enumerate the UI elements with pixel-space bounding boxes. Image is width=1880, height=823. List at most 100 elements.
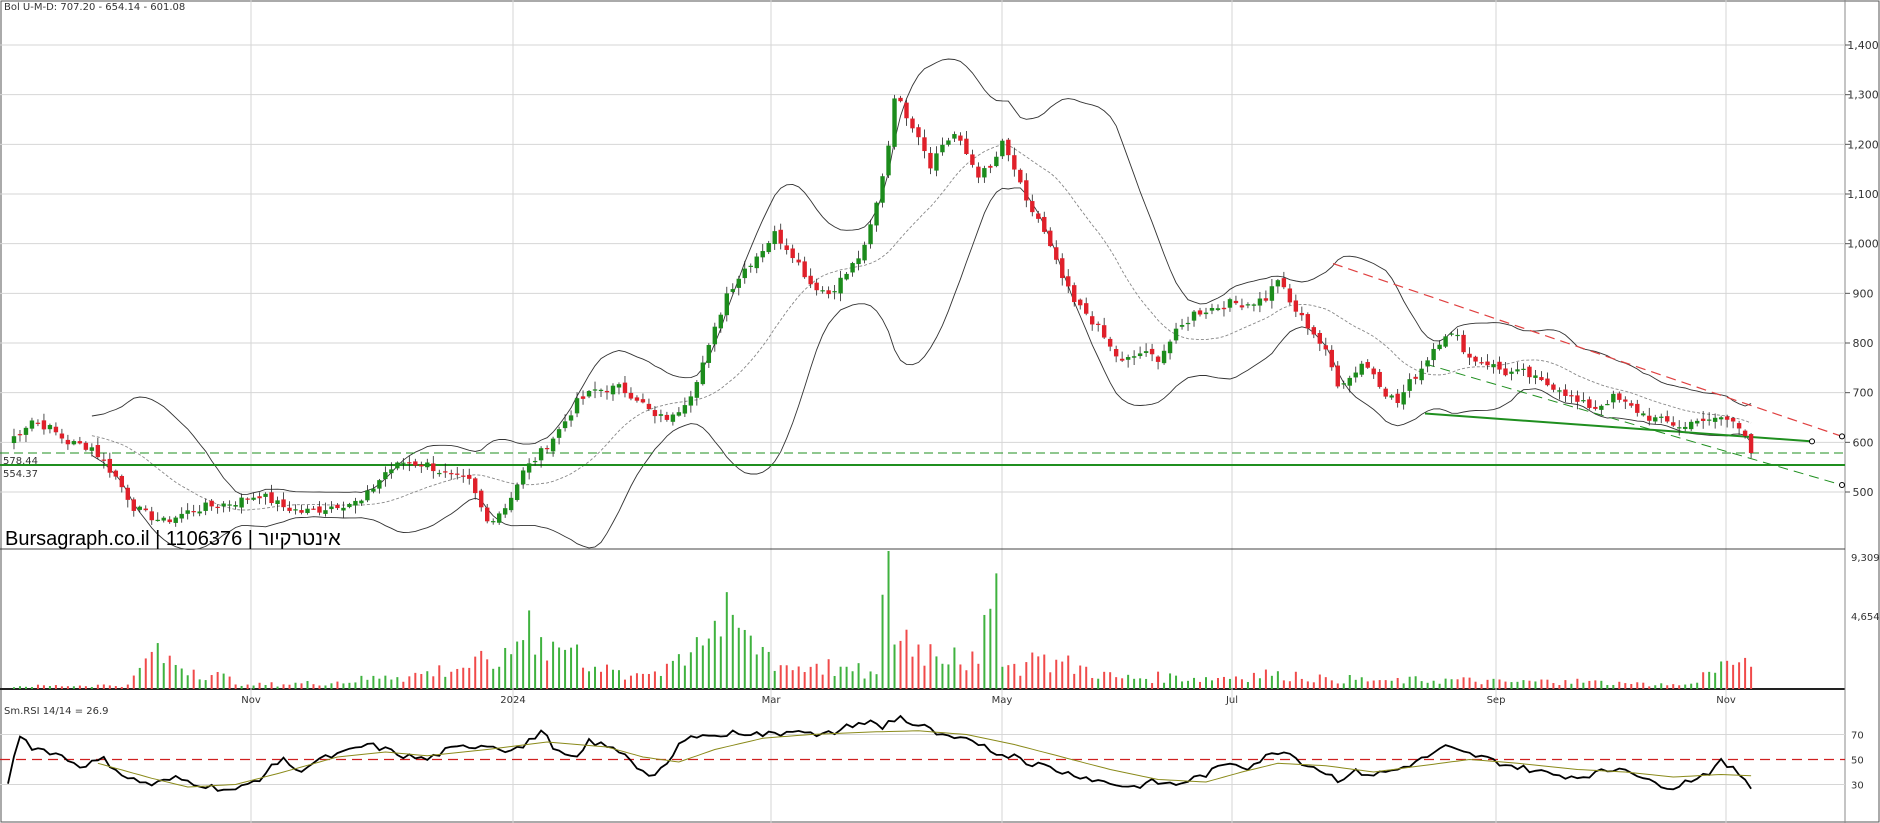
volume-bar <box>1193 677 1196 689</box>
volume-bar <box>1109 672 1112 689</box>
volume-bar <box>1288 681 1291 689</box>
rsi-moving-average <box>97 730 1752 788</box>
volume-bar <box>240 685 243 689</box>
volume-bar <box>120 686 123 689</box>
candle-up <box>946 140 951 145</box>
volume-bar <box>1300 678 1303 689</box>
candle-up <box>874 202 879 226</box>
candle-down <box>544 448 550 450</box>
candle-up <box>1683 426 1688 429</box>
candle-up <box>263 493 268 497</box>
x-axis-label: Mar <box>762 695 782 706</box>
candle-down <box>1587 399 1592 408</box>
bollinger-bands <box>91 58 1752 550</box>
volume-bar <box>1630 683 1633 689</box>
candle-up <box>1359 363 1364 375</box>
volume-bar <box>1013 663 1016 689</box>
candle-up <box>952 134 957 139</box>
x-axis-label: 2024 <box>500 695 525 706</box>
volume-bar <box>42 685 45 689</box>
volume-bar <box>474 656 477 689</box>
candle-up <box>47 425 53 430</box>
volume-bar <box>785 665 788 689</box>
bollinger-middle <box>91 144 1752 511</box>
candle-up <box>1557 390 1562 392</box>
candle-down <box>131 499 136 511</box>
candle-up <box>1215 308 1221 311</box>
volume-bar <box>1744 657 1747 689</box>
volume-bar <box>1342 683 1345 689</box>
volume-bar <box>1468 677 1471 689</box>
candle-down <box>1736 423 1742 429</box>
candle-down <box>988 165 993 168</box>
candle-up <box>1269 286 1275 301</box>
candle-down <box>1006 139 1011 156</box>
volume-bar <box>935 656 938 689</box>
candle-up <box>1521 368 1526 370</box>
volume-bar <box>348 682 351 689</box>
volume-bar <box>791 670 794 689</box>
volume-bar <box>827 659 830 689</box>
candle-down <box>910 118 915 129</box>
candle-up <box>1712 417 1718 422</box>
volume-bar <box>1552 683 1555 689</box>
candle-up <box>293 509 298 511</box>
candle-down <box>1323 345 1328 350</box>
volume-bar <box>1145 678 1148 689</box>
volume-bar <box>1181 681 1184 689</box>
volume-bar <box>1354 679 1357 689</box>
candle-up <box>1137 353 1143 357</box>
volume-bar <box>84 686 87 689</box>
volume-bar <box>510 654 513 689</box>
candle-down <box>646 403 652 410</box>
candle-up <box>706 345 712 363</box>
volume-bar <box>731 614 734 689</box>
volume-bar <box>216 672 219 689</box>
candle-up <box>1203 312 1209 315</box>
volume-bar <box>276 686 279 689</box>
candle-up <box>724 293 729 316</box>
volume-tick-label: 4,654 <box>1851 612 1880 623</box>
price-tick-label: 1,000 <box>1847 238 1879 251</box>
candle-down <box>65 439 71 445</box>
volume-bar <box>857 663 860 689</box>
candle-down <box>149 511 154 521</box>
candle-up <box>844 273 849 280</box>
candle-up <box>71 441 77 445</box>
candle-down <box>215 506 220 508</box>
volume-bar <box>959 664 962 689</box>
x-axis-label: Sep <box>1487 695 1506 706</box>
volume-bar <box>1498 679 1501 689</box>
volume-bar <box>761 646 764 689</box>
candle-up <box>868 224 873 245</box>
candle-up <box>940 144 945 153</box>
candle-up <box>371 488 376 492</box>
candle-up <box>401 462 406 464</box>
volume-bar <box>1258 678 1261 689</box>
volume-bar <box>1019 675 1022 689</box>
candle-down <box>35 422 41 424</box>
volume-bar <box>306 681 309 689</box>
candle-down <box>17 434 23 436</box>
candle-up <box>886 145 891 176</box>
volume-bar <box>108 685 111 689</box>
candle-up <box>892 98 897 147</box>
volume-bar <box>1750 666 1753 689</box>
level-label-2: 554.37 <box>3 469 38 480</box>
volume-tick-label: 9,309 <box>1851 553 1880 564</box>
axis-ticks: 1,400 1,300 1,200 1,100 1,000 900 800 700 600 500… <box>241 39 1879 792</box>
volume-bar <box>318 685 321 689</box>
candle-down <box>1527 366 1532 378</box>
candle-up <box>1443 336 1448 347</box>
volume-bar <box>1187 680 1190 689</box>
candle-up <box>1161 350 1167 364</box>
volume-bar <box>1738 662 1741 689</box>
candle-down <box>443 471 448 473</box>
price-tick-label: 600 <box>1853 436 1874 449</box>
volume-bar <box>1570 683 1573 689</box>
trendline-handle <box>1839 482 1845 489</box>
volume-bar <box>1384 680 1387 689</box>
candle-down <box>125 487 130 500</box>
volume-bar <box>102 684 105 689</box>
volume-bar <box>432 676 435 689</box>
